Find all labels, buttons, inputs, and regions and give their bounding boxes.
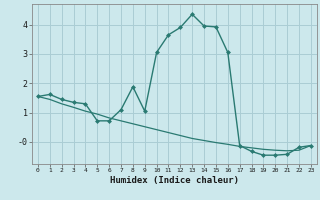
X-axis label: Humidex (Indice chaleur): Humidex (Indice chaleur) — [110, 176, 239, 185]
